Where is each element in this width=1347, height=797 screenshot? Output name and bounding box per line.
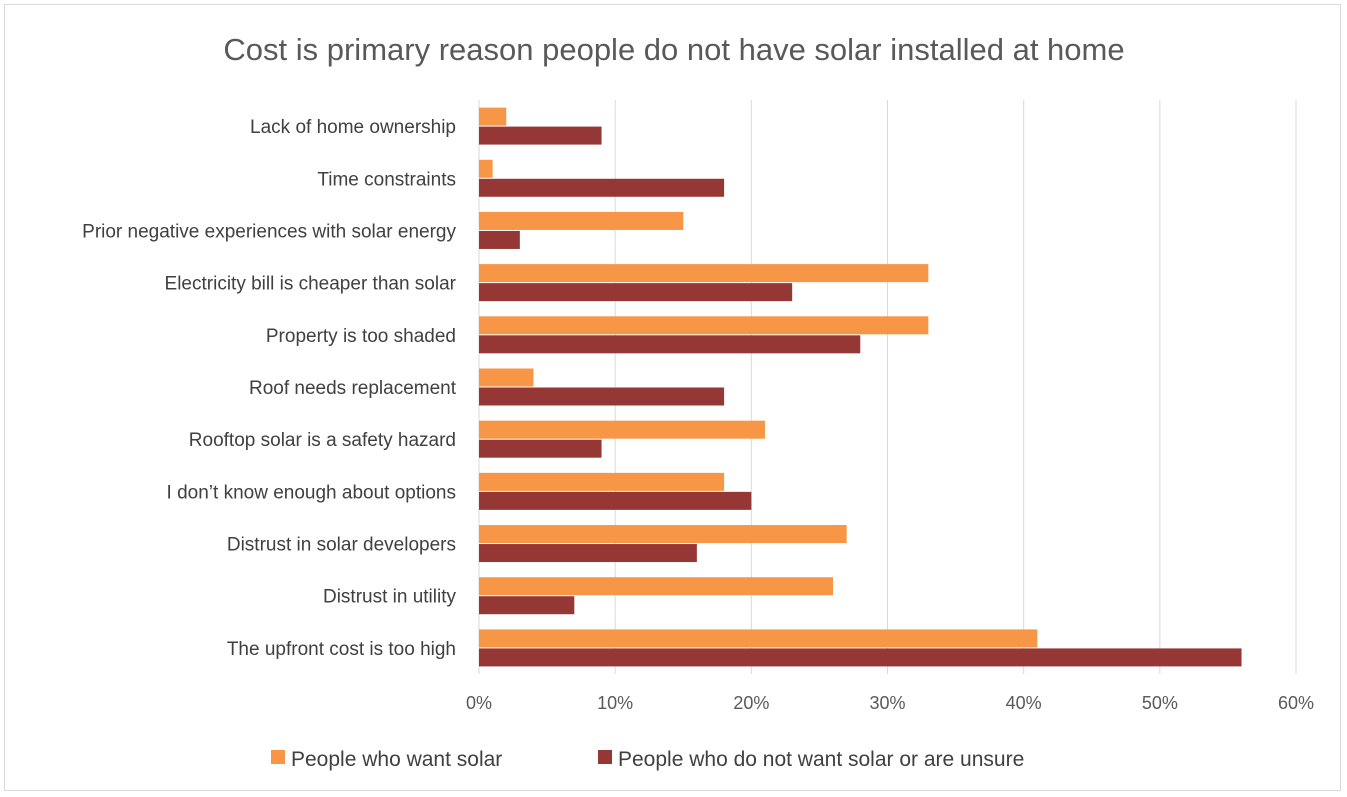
bar-want-solar [479,629,1038,648]
legend-swatch-not-want-solar [598,750,612,764]
x-tick-label: 20% [733,693,769,713]
legend-label-want-solar: People who want solar [291,748,502,771]
bar-not-want-solar [479,283,793,302]
x-tick-label: 60% [1278,693,1314,713]
category-label: Distrust in solar developers [227,535,456,556]
category-label: Time constraints [317,169,456,190]
bar-not-want-solar [479,491,752,510]
bar-not-want-solar [479,230,520,249]
bar-not-want-solar [479,335,861,354]
bar-not-want-solar [479,126,602,145]
category-labels: Lack of home ownership Time constraints Pr… [82,117,457,660]
bar-want-solar [479,577,834,596]
bar-want-solar [479,211,684,230]
bar-not-want-solar [479,387,725,406]
x-tick-label: 50% [1142,693,1178,713]
legend-label-not-want-solar: People who do not want solar or are unsu… [618,748,1024,771]
bar-not-want-solar [479,439,602,458]
x-tick-labels: 0% 10% 20% 30% 40% 50% 60% [466,693,1314,713]
bar-want-solar [479,107,507,126]
bar-not-want-solar [479,648,1242,667]
category-label: Electricity bill is cheaper than solar [165,274,457,295]
x-tick-label: 10% [597,693,633,713]
legend: People who want solar People who do not … [271,748,1024,771]
legend-swatch-want-solar [271,750,285,764]
x-tick-label: 30% [869,693,905,713]
bar-not-want-solar [479,178,725,197]
bar-want-solar [479,472,725,491]
bars [479,107,1242,667]
bar-not-want-solar [479,544,697,563]
x-tick-label: 0% [466,693,492,713]
category-label: Lack of home ownership [250,117,456,138]
x-tick-label: 40% [1006,693,1042,713]
category-label: I don’t know enough about options [167,482,456,503]
category-label: Prior negative experiences with solar en… [82,221,456,242]
bar-want-solar [479,264,929,283]
bar-want-solar [479,420,765,439]
category-label: Rooftop solar is a safety hazard [189,430,456,451]
bar-want-solar [479,159,493,178]
bar-want-solar [479,525,847,544]
bar-not-want-solar [479,596,575,615]
category-label: Property is too shaded [266,326,456,347]
chart-title: Cost is primary reason people do not hav… [223,32,1124,67]
bar-want-solar [479,368,534,387]
category-label: Distrust in utility [323,587,457,608]
category-label: The upfront cost is too high [227,639,456,660]
bar-want-solar [479,316,929,335]
category-label: Roof needs replacement [249,378,457,399]
